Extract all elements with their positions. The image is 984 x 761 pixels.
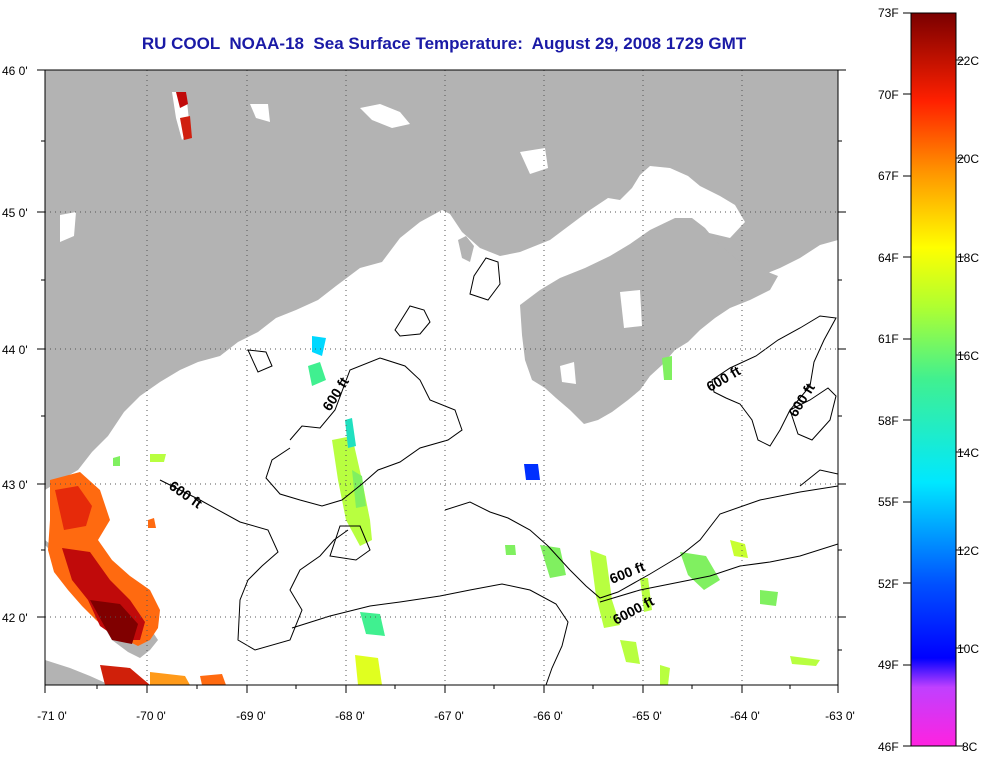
lon-label: -65 0' xyxy=(632,709,662,723)
lon-label: -64 0' xyxy=(730,709,760,723)
lat-label: 43 0' xyxy=(2,478,28,492)
axis-ticks xyxy=(37,69,846,693)
colorbar-f-label: 61F xyxy=(878,332,899,346)
graticule xyxy=(45,70,838,685)
colorbar-f-label: 58F xyxy=(878,414,899,428)
colorbar-f-label: 64F xyxy=(878,251,899,265)
lon-label: -67 0' xyxy=(434,709,464,723)
lon-label: -68 0' xyxy=(335,709,365,723)
colorbar-c-label: 14C xyxy=(957,446,979,460)
lat-label: 46 0' xyxy=(2,64,28,78)
lon-label: -71 0' xyxy=(37,709,67,723)
colorbar-f-label: 49F xyxy=(878,658,899,672)
temperature-colorbar xyxy=(910,12,957,747)
colorbar-c-label: 8C xyxy=(962,740,978,754)
latitude-labels: 46 0' 45 0' 44 0' 43 0' 42 0' xyxy=(2,64,28,625)
land-nova-scotia xyxy=(520,218,778,424)
colorbar-c-label: 12C xyxy=(957,544,979,558)
sst-pixels xyxy=(48,92,820,685)
colorbar-fahrenheit-labels: 73F 70F 67F 64F 61F 58F 55F 52F 49F 46F xyxy=(878,6,899,754)
lat-label: 42 0' xyxy=(2,611,28,625)
lon-label: -66 0' xyxy=(533,709,563,723)
depth-contours xyxy=(159,257,838,685)
colorbar-f-label: 46F xyxy=(878,740,899,754)
colorbar-c-label: 20C xyxy=(957,152,979,166)
land-grand-manan xyxy=(458,236,474,262)
colorbar-ticks xyxy=(903,12,964,747)
colorbar-f-label: 73F xyxy=(878,6,899,20)
lon-label: -70 0' xyxy=(136,709,166,723)
colorbar-f-label: 55F xyxy=(878,495,899,509)
land-new-england xyxy=(45,70,838,490)
longitude-labels: -71 0' -70 0' -69 0' -68 0' -67 0' -66 0… xyxy=(37,709,855,723)
map-title: RU COOL NOAA-18 Sea Surface Temperature:… xyxy=(141,34,747,53)
lon-label: -69 0' xyxy=(236,709,266,723)
colorbar-c-label: 10C xyxy=(957,642,979,656)
lat-label: 45 0' xyxy=(2,206,28,220)
colorbar-celsius-labels: 22C 20C 18C 16C 14C 12C 10C 8C xyxy=(957,54,979,754)
map-frame xyxy=(44,69,839,686)
lon-label: -63 0' xyxy=(825,709,855,723)
colorbar-c-label: 18C xyxy=(957,251,979,265)
colorbar-c-label: 22C xyxy=(957,54,979,68)
colorbar-c-label: 16C xyxy=(957,349,979,363)
lat-label: 44 0' xyxy=(2,343,28,357)
colorbar-f-label: 67F xyxy=(878,169,899,183)
colorbar-f-label: 52F xyxy=(878,577,899,591)
colorbar-f-label: 70F xyxy=(878,88,899,102)
